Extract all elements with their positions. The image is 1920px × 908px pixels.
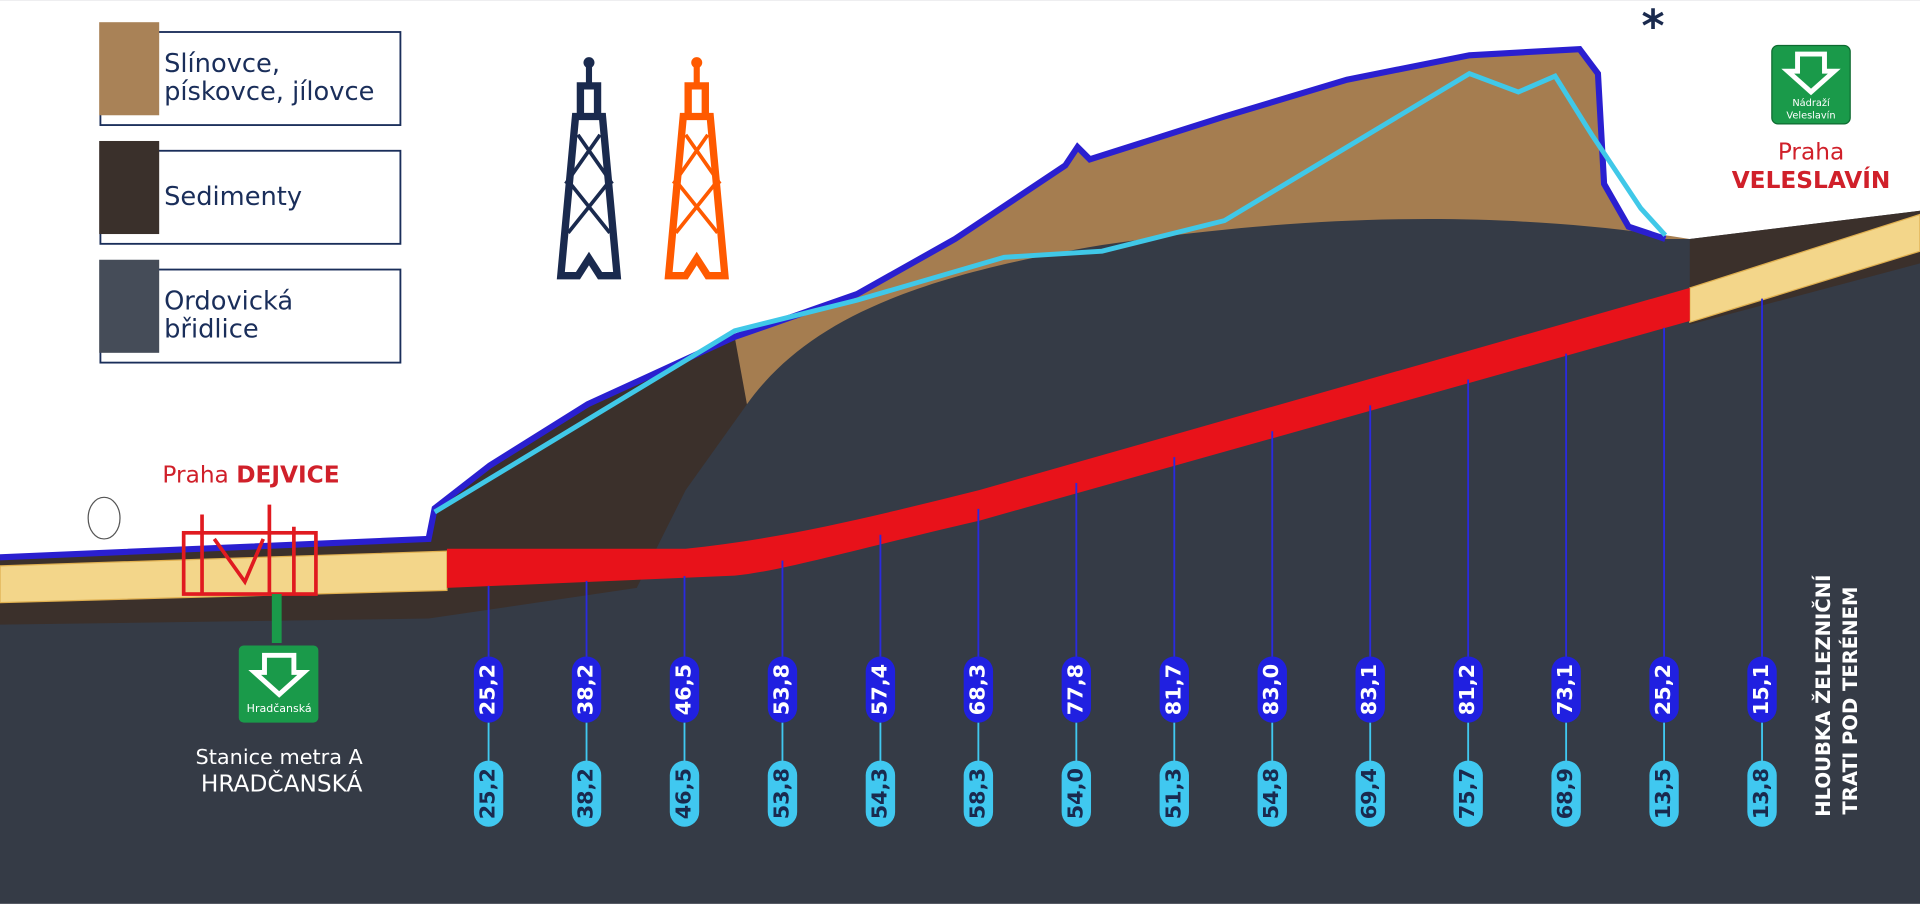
metro-icon-label: Hradčanská (247, 702, 312, 715)
depth-pill (669, 656, 700, 723)
depth-pill (1257, 656, 1287, 723)
depth-label: 54,0 (1063, 768, 1087, 819)
depth-pill (963, 656, 994, 723)
legend-label: Slínovce, (164, 49, 280, 79)
train-icon-label: Nádraží (1792, 97, 1830, 109)
veleslavin-city: Praha (1778, 139, 1844, 166)
depth-pill (1649, 760, 1679, 827)
depth-label: 81,7 (1161, 664, 1185, 715)
depth-label: 73,1 (1553, 664, 1577, 715)
metro-icon (238, 645, 319, 723)
depth-label: 38,2 (574, 768, 598, 819)
depth-label: 51,3 (1161, 768, 1185, 819)
sky (0, 0, 1920, 558)
depth-pill (1649, 656, 1679, 723)
dejvice-name: DEJVICE (236, 461, 339, 488)
depth-pill (963, 760, 994, 827)
depth-pill (1747, 760, 1777, 827)
dejvice-city: Praha (162, 461, 228, 488)
metro-caption: Stanice metra A (196, 745, 364, 769)
tower-navy (556, 57, 622, 280)
depth-label: 81,2 (1455, 664, 1479, 715)
depth-label: 83,1 (1357, 664, 1381, 715)
depth-label: 53,8 (769, 768, 793, 819)
depth-pill (1355, 656, 1385, 723)
depth-label: 46,5 (671, 768, 695, 819)
depth-label: 83,0 (1259, 664, 1283, 715)
train-icon (1771, 44, 1851, 125)
depth-label: 53,8 (769, 664, 793, 715)
metro-link (271, 594, 282, 644)
tower-orange (664, 57, 729, 280)
groundwater-line (433, 70, 1668, 515)
depth-pill (1551, 760, 1581, 827)
axis-label: TRATI POD TERÉNEM (1839, 587, 1862, 815)
depth-label: 68,3 (965, 664, 989, 715)
depth-pill (1159, 656, 1189, 723)
asterisk: * (1642, 2, 1665, 53)
depth-pill (1159, 760, 1189, 827)
depth-label: 58,3 (965, 768, 989, 819)
legend-label: břidlice (164, 315, 259, 345)
legend-swatch (99, 140, 160, 235)
dejvice-station (181, 504, 318, 596)
depth-pill (571, 760, 602, 827)
depth-pill (1257, 760, 1287, 827)
depth-label: 68,9 (1553, 768, 1577, 819)
tunnel (446, 287, 1690, 588)
train-arrow (1781, 51, 1841, 96)
legend-swatch (99, 259, 160, 353)
depth-pill (767, 760, 798, 827)
depth-label: 69,4 (1357, 768, 1381, 819)
depth-label: 46,5 (671, 664, 695, 715)
depth-pill (1355, 760, 1385, 827)
depth-label: 13,5 (1651, 768, 1675, 819)
terrain-line (0, 45, 1667, 561)
depth-pill (1453, 760, 1483, 827)
depth-pill (865, 760, 896, 827)
veleslavin-name: VELESLAVÍN (1732, 166, 1891, 194)
depth-label: 38,2 (574, 664, 598, 715)
depth-label: 25,2 (476, 664, 500, 715)
legend-label: pískovce, jílovce (164, 77, 374, 107)
depth-pill (1061, 760, 1092, 827)
signal (87, 496, 121, 540)
depth-pill (571, 656, 602, 723)
depth-label: 57,4 (867, 664, 891, 715)
legend-label: Sedimenty (164, 182, 302, 212)
depth-label: 13,8 (1749, 768, 1773, 819)
depth-pill (1453, 656, 1483, 723)
depth-label: 75,7 (1455, 768, 1479, 819)
depth-pill (767, 656, 798, 723)
depth-pill (1747, 656, 1777, 723)
depth-pill (1551, 656, 1581, 723)
legend-label: Ordovická (164, 287, 293, 317)
depth-label: 54,8 (1259, 768, 1283, 819)
metro-arrow (248, 652, 311, 698)
axis-label: HLOUBKA ŽELEZNIČNÍ (1811, 575, 1835, 817)
train-icon-label: Veleslavín (1786, 109, 1835, 121)
depth-pill (669, 760, 700, 827)
depth-pill (473, 656, 504, 723)
sandstone (734, 49, 1690, 405)
depth-pill (1061, 656, 1092, 723)
depth-label: 15,1 (1749, 664, 1773, 715)
depth-label: 77,8 (1063, 664, 1087, 715)
metro-caption: HRADČANSKÁ (201, 770, 363, 798)
dejvice-label: Praha DEJVICE (162, 461, 339, 488)
depth-label: 25,2 (476, 768, 500, 819)
track-left (0, 550, 448, 604)
depth-label: 54,3 (867, 768, 891, 819)
legend-swatch (99, 22, 160, 116)
depth-pill (473, 760, 504, 827)
depth-pill (865, 656, 896, 723)
depth-label: 25,2 (1651, 664, 1675, 715)
